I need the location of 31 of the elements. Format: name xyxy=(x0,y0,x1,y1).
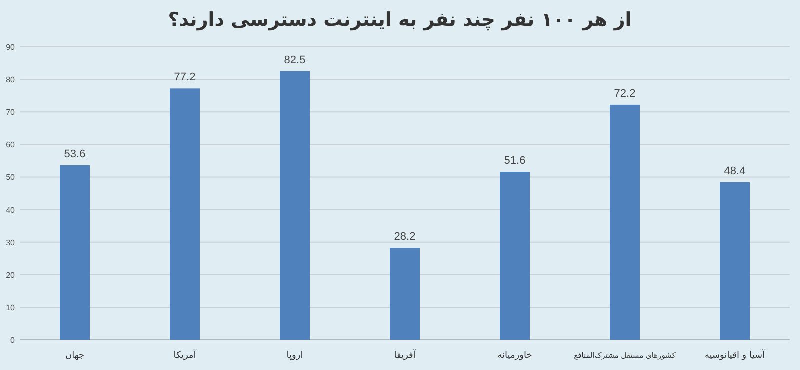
y-tick-label: 70 xyxy=(6,108,16,118)
bar xyxy=(170,88,200,340)
y-tick-label: 20 xyxy=(6,270,16,280)
y-tick-label: 10 xyxy=(6,303,16,312)
x-tick-label: اروپا xyxy=(286,351,304,361)
data-label: 82.5 xyxy=(284,54,306,66)
bar xyxy=(280,71,310,340)
y-tick-label: 40 xyxy=(6,206,16,215)
y-tick-label: 0 xyxy=(10,336,16,345)
bar xyxy=(60,166,90,340)
data-label: 77.2 xyxy=(174,72,196,84)
y-tick-label: 80 xyxy=(6,76,16,85)
y-tick-label: 30 xyxy=(6,238,16,248)
data-label: 53.6 xyxy=(64,148,86,160)
x-tick-label: آسیا و اقیانوسیه xyxy=(704,349,766,361)
x-tick-label: آمریکا xyxy=(174,349,197,361)
bar xyxy=(500,172,530,340)
y-tick-label: 90 xyxy=(6,43,16,52)
chart-title: از هر ۱۰۰ نفر چند نفر به اینترنت دسترسی دارند؟ xyxy=(168,9,632,31)
bar xyxy=(610,104,640,340)
bar xyxy=(720,182,750,340)
x-tick-label: خاورمیانه xyxy=(498,351,532,361)
data-label: 28.2 xyxy=(394,231,416,244)
data-label: 51.6 xyxy=(504,155,526,168)
y-tick-label: 60 xyxy=(6,140,16,150)
y-tick-label: 50 xyxy=(6,173,16,182)
bar xyxy=(390,248,420,340)
data-label: 72.2 xyxy=(614,88,636,100)
x-tick-label: جهان xyxy=(65,351,85,361)
data-label: 48.4 xyxy=(724,165,746,178)
x-tick-label: آفریقا xyxy=(394,349,416,361)
